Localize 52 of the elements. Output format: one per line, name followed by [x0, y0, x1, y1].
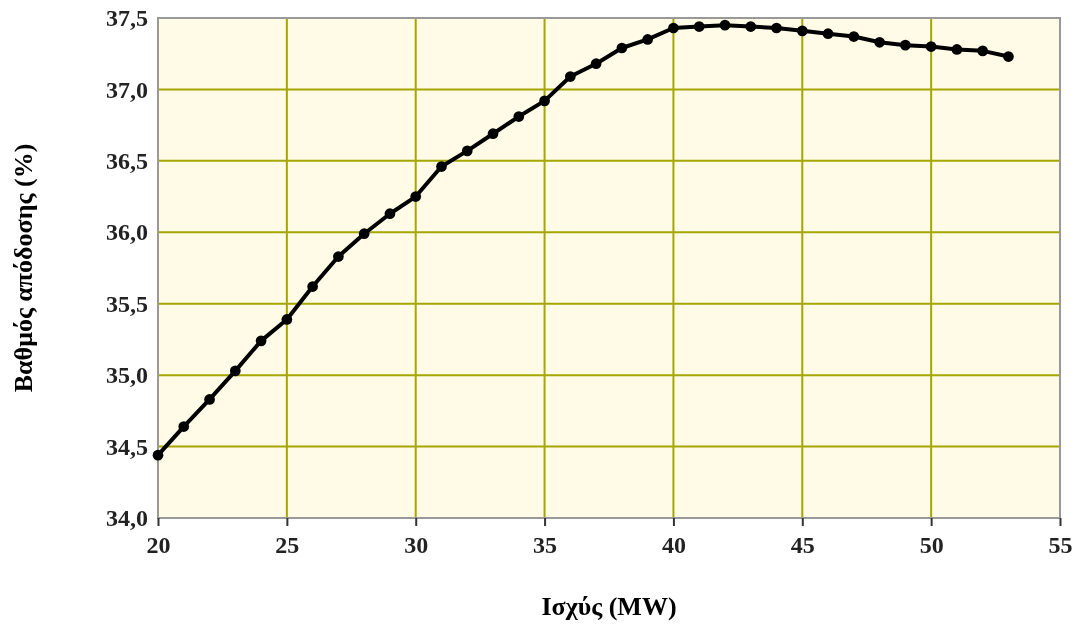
x-tick-label: 45 — [790, 532, 815, 559]
point — [1003, 51, 1014, 62]
point — [925, 41, 937, 52]
point — [590, 58, 602, 70]
point — [152, 449, 164, 461]
point — [229, 365, 241, 377]
point — [384, 208, 396, 220]
point — [822, 28, 834, 40]
point — [333, 251, 344, 262]
point — [178, 421, 190, 432]
y-tick-label: 36,5 — [106, 148, 148, 175]
point — [796, 25, 808, 37]
y-tick-label: 36,0 — [106, 219, 148, 246]
x-tick-label: 20 — [146, 532, 171, 559]
x-tick-label: 35 — [533, 532, 558, 559]
point — [358, 228, 370, 240]
point — [951, 44, 963, 55]
x-tick-label: 40 — [661, 532, 686, 559]
y-tick-label: 35,5 — [106, 290, 148, 317]
y-tick-label: 34,5 — [106, 433, 148, 460]
x-tick-label: 55 — [1048, 532, 1073, 559]
point — [719, 19, 731, 31]
x-tick-label: 50 — [919, 532, 944, 559]
point — [668, 22, 679, 34]
point — [436, 161, 447, 172]
point — [693, 21, 705, 32]
x-tick-label: 25 — [275, 532, 300, 559]
point — [771, 22, 782, 34]
x-axis-title: Ισχύς (MW) — [541, 592, 677, 621]
point — [977, 45, 989, 57]
point — [848, 31, 860, 42]
point — [513, 111, 525, 122]
point — [255, 335, 267, 347]
point — [874, 36, 885, 48]
point — [204, 394, 215, 405]
y-axis-title: Βαθμός απόδοσης (%) — [9, 143, 38, 393]
point — [487, 128, 499, 140]
point — [539, 95, 550, 107]
point — [281, 314, 293, 325]
point — [307, 281, 318, 292]
y-tick-label: 37,5 — [106, 5, 148, 32]
point — [564, 71, 576, 82]
point — [410, 191, 422, 202]
y-tick-label: 35,0 — [106, 362, 148, 389]
point — [900, 39, 911, 51]
point — [616, 42, 628, 54]
point — [745, 21, 757, 32]
y-tick-label: 34,0 — [106, 505, 148, 532]
x-tick-label: 30 — [404, 532, 429, 559]
y-tick-label: 37,0 — [106, 76, 148, 103]
point — [461, 145, 473, 157]
point — [642, 34, 654, 45]
